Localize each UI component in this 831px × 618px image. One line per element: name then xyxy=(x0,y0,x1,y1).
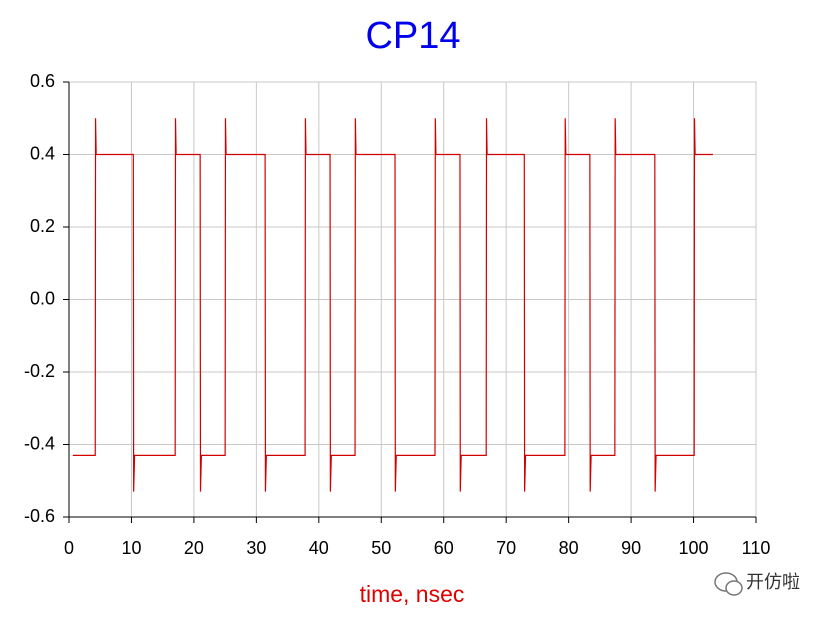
line-series xyxy=(72,118,713,492)
x-axis-label: time, nsec xyxy=(360,581,465,607)
chart-title: CP14 xyxy=(365,15,460,57)
y-tick-label: 0.0 xyxy=(30,288,55,308)
x-tick-label: 50 xyxy=(371,538,391,558)
x-tick-label: 100 xyxy=(679,538,709,558)
x-tick-label: 10 xyxy=(121,538,141,558)
y-tick-label: -0.4 xyxy=(24,433,55,453)
y-tick-label: -0.2 xyxy=(24,361,55,381)
x-tick-label: 60 xyxy=(434,538,454,558)
y-tick-label: -0.6 xyxy=(24,506,55,526)
x-tick-label: 40 xyxy=(309,538,329,558)
y-tick-label: 0.2 xyxy=(30,216,55,236)
y-tick-label: 0.4 xyxy=(30,143,55,163)
watermark: 开仿啦 xyxy=(746,572,800,593)
x-tick-label: 20 xyxy=(184,538,204,558)
y-tick-label: 0.6 xyxy=(30,71,55,91)
x-tick-label: 90 xyxy=(621,538,641,558)
watermark-icon xyxy=(714,572,743,596)
x-tick-label: 0 xyxy=(64,538,74,558)
x-tick-label: 110 xyxy=(742,538,771,558)
x-tick-label: 80 xyxy=(559,538,579,558)
x-tick-label: 70 xyxy=(496,538,516,558)
x-tick-label: 30 xyxy=(246,538,266,558)
